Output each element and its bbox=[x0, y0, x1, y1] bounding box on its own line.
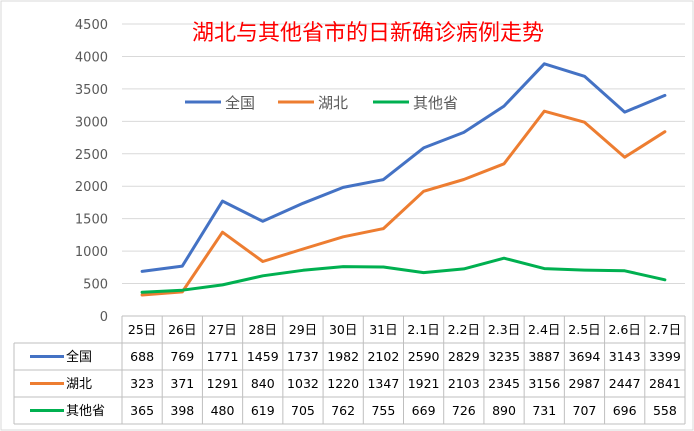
y-tick-label: 3000 bbox=[75, 115, 108, 130]
y-tick-label: 3500 bbox=[75, 83, 108, 98]
legend-label: 全国 bbox=[225, 94, 255, 112]
data-table-cell: 3235 bbox=[488, 349, 520, 364]
series-line bbox=[140, 256, 667, 294]
x-category-label: 2.1日 bbox=[407, 322, 439, 337]
x-category-label: 2.6日 bbox=[608, 322, 640, 337]
data-table-cell: 1291 bbox=[207, 376, 239, 391]
data-table-cell: 669 bbox=[412, 403, 436, 418]
data-table-cell: 2103 bbox=[448, 376, 480, 391]
y-tick-label: 0 bbox=[100, 310, 108, 325]
data-table-cell: 1737 bbox=[287, 349, 319, 364]
data-table-cell: 688 bbox=[130, 349, 154, 364]
data-table-cell: 1220 bbox=[327, 376, 359, 391]
data-table-cell: 619 bbox=[251, 403, 275, 418]
data-table-cell: 323 bbox=[130, 376, 154, 391]
chart-title: 湖北与其他省市的日新确诊病例走势 bbox=[192, 21, 544, 46]
y-tick-label: 1500 bbox=[75, 213, 108, 228]
y-tick-label: 500 bbox=[83, 278, 108, 293]
data-table-cell: 726 bbox=[452, 403, 476, 418]
y-tick-label: 4000 bbox=[75, 50, 108, 65]
data-table-cell: 769 bbox=[170, 349, 194, 364]
x-category-label: 26日 bbox=[168, 322, 196, 337]
data-table-cell: 3694 bbox=[569, 349, 601, 364]
data-table-cell: 2987 bbox=[569, 376, 601, 391]
data-table-cell: 3143 bbox=[609, 349, 641, 364]
data-table-cell: 1347 bbox=[367, 376, 399, 391]
data-table-cell: 371 bbox=[170, 376, 194, 391]
data-table-cell: 1771 bbox=[207, 349, 239, 364]
x-category-label: 2.5日 bbox=[568, 322, 600, 337]
data-table-cell: 890 bbox=[492, 403, 516, 418]
data-table-cell: 3156 bbox=[528, 376, 560, 391]
data-table-cell: 2345 bbox=[488, 376, 520, 391]
data-table-cell: 365 bbox=[130, 403, 154, 418]
data-table-cell: 696 bbox=[613, 403, 637, 418]
data-table-cell: 1982 bbox=[327, 349, 359, 364]
y-tick-label: 2500 bbox=[75, 148, 108, 163]
x-category-label: 2.4日 bbox=[528, 322, 560, 337]
series-line bbox=[140, 109, 667, 297]
data-table-cell: 3399 bbox=[649, 349, 681, 364]
y-tick-label: 4500 bbox=[75, 18, 108, 33]
y-tick-label: 1000 bbox=[75, 245, 108, 260]
data-table-cell: 1459 bbox=[247, 349, 279, 364]
x-category-label: 25日 bbox=[128, 322, 156, 337]
table-series-name: 其他省 bbox=[66, 404, 105, 419]
data-table-cell: 762 bbox=[331, 403, 355, 418]
data-table-cell: 2841 bbox=[649, 376, 681, 391]
data-table-cell: 1032 bbox=[287, 376, 319, 391]
data-table-cell: 707 bbox=[573, 403, 597, 418]
data-table-cell: 1921 bbox=[408, 376, 440, 391]
data-table-cell: 398 bbox=[170, 403, 194, 418]
x-category-label: 28日 bbox=[249, 322, 277, 337]
x-category-label: 2.7日 bbox=[649, 322, 681, 337]
y-tick-label: 2000 bbox=[75, 180, 108, 195]
data-table-cell: 2447 bbox=[609, 376, 641, 391]
data-table-cell: 3887 bbox=[528, 349, 560, 364]
legend-label: 其他省 bbox=[413, 94, 458, 112]
table-series-name: 全国 bbox=[66, 349, 92, 365]
data-table-cell: 2102 bbox=[367, 349, 399, 364]
data-table-cell: 480 bbox=[211, 403, 235, 418]
table-series-name: 湖北 bbox=[66, 377, 92, 392]
x-category-label: 2.3日 bbox=[488, 322, 520, 337]
data-table-cell: 755 bbox=[371, 403, 395, 418]
data-table-cell: 2590 bbox=[408, 349, 440, 364]
data-table-cell: 558 bbox=[653, 403, 677, 418]
data-table-cell: 705 bbox=[291, 403, 315, 418]
data-table-cell: 731 bbox=[532, 403, 556, 418]
x-category-label: 27日 bbox=[208, 322, 236, 337]
data-table-cell: 840 bbox=[251, 376, 275, 391]
legend-label: 湖北 bbox=[318, 94, 348, 112]
x-category-label: 29日 bbox=[289, 322, 317, 337]
x-category-label: 31日 bbox=[369, 322, 397, 337]
series-line bbox=[140, 62, 667, 273]
x-category-label: 2.2日 bbox=[448, 322, 480, 337]
x-category-label: 30日 bbox=[329, 322, 357, 337]
data-table-cell: 2829 bbox=[448, 349, 480, 364]
